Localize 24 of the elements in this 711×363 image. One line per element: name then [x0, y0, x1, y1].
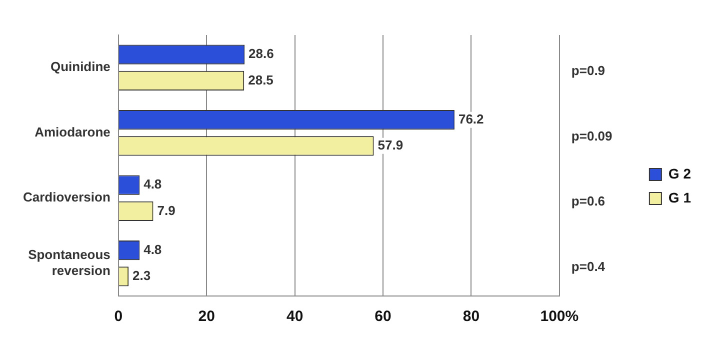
data-label: 57.9	[378, 138, 404, 153]
y-tick-label: Amiodarone	[34, 124, 110, 140]
x-tick-label: 20	[198, 308, 215, 326]
x-tick-label: 0	[114, 308, 123, 326]
y-tick-label: Spontaneous reversion	[28, 247, 110, 278]
x-tick-label: 60	[374, 308, 392, 326]
legend-label: G 2	[668, 165, 692, 182]
text: p=0.09	[571, 128, 612, 144]
y-tick-label: Cardioversion	[22, 190, 110, 205]
data-label: 28.5	[248, 72, 274, 88]
x-tick-label: 100%	[540, 308, 579, 326]
data-label: 4.8	[144, 242, 162, 257]
x-tick-label: 40	[286, 308, 304, 326]
text: p=0.9	[571, 63, 606, 78]
data-label: 7.9	[157, 202, 176, 218]
data-label: 4.8	[144, 176, 162, 192]
data-label: 76.2	[458, 111, 484, 126]
data-label: 2.3	[132, 268, 151, 284]
y-tick-label: Quinidine	[50, 59, 110, 74]
text: p=0.6	[571, 194, 606, 209]
data-label: 28.6	[248, 46, 274, 62]
legend-label: G 1	[668, 189, 692, 206]
text: p=0.4	[571, 258, 606, 274]
x-tick-label: 80	[462, 308, 480, 326]
